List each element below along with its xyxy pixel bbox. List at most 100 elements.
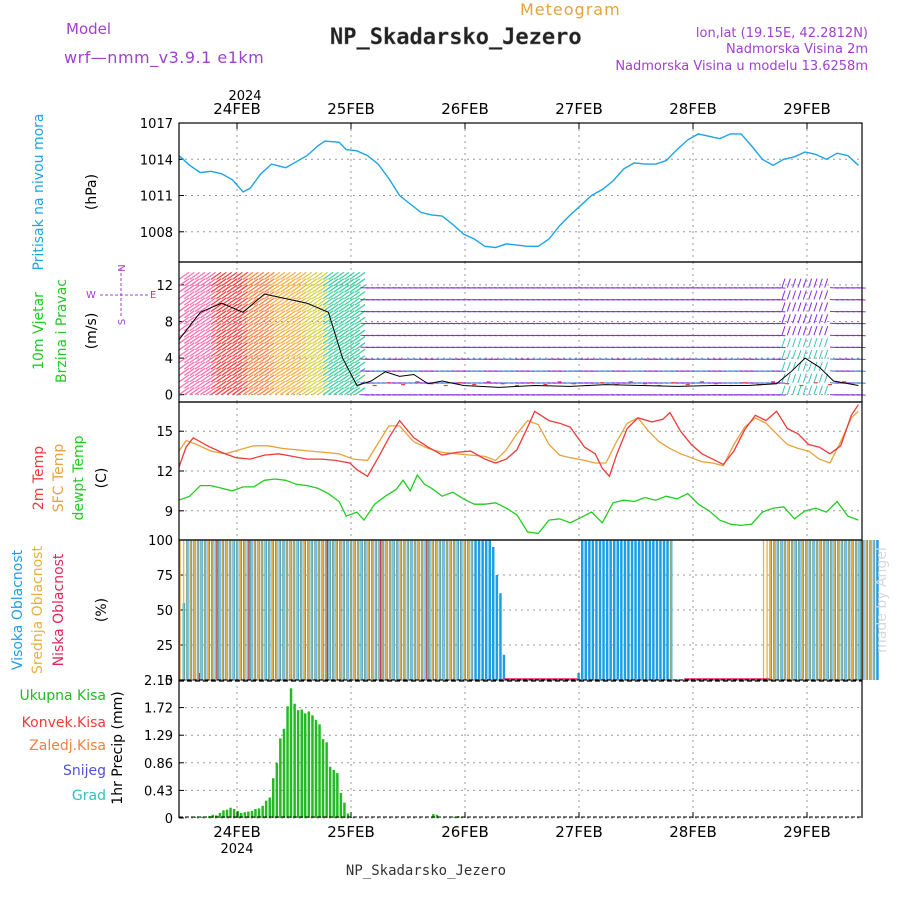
y-tick-label: 100 [148, 534, 173, 549]
wind-barb [258, 348, 270, 357]
wind-barb [226, 348, 238, 357]
wind-barb [231, 367, 243, 376]
wind-barb [215, 323, 227, 332]
wind-barb [280, 380, 291, 389]
wind-barb [344, 323, 355, 332]
cloud-bar-1 [802, 540, 804, 680]
precip-bar [193, 816, 197, 818]
wind-barb [802, 314, 807, 324]
cloud-bar-1 [827, 540, 829, 680]
wind-barb [792, 349, 797, 360]
wind-barb [178, 316, 190, 325]
wind-barb [328, 380, 339, 389]
compass-east: E [150, 290, 156, 301]
wind-barb [349, 329, 361, 338]
cloud-bar-0 [481, 540, 484, 680]
cloud-bar-0 [584, 540, 587, 680]
wind-barb [269, 278, 281, 287]
wind-barb [247, 380, 259, 389]
cloud-bar-1 [375, 540, 377, 680]
wind-barb [306, 348, 318, 357]
wind-barb [183, 380, 195, 389]
wind-barb [258, 310, 270, 319]
wind-barb [317, 355, 329, 364]
wind-barb [258, 278, 270, 287]
precip-bar [211, 814, 214, 818]
wind-barb [797, 373, 802, 383]
wind-barb [808, 290, 813, 300]
wind-barb [183, 342, 195, 351]
wind-barb [247, 303, 259, 312]
wind-barb [797, 314, 802, 324]
y-tick-label: 2.15 [144, 674, 173, 689]
cloud-bar-1 [186, 540, 188, 680]
wind-barb [226, 278, 238, 287]
wind-barb [210, 380, 222, 389]
cloud-bar-1 [855, 540, 857, 680]
wind-barb [818, 314, 823, 324]
wind-barb [301, 342, 313, 351]
wind-barb [328, 316, 339, 325]
wind-barb [215, 348, 227, 357]
cloud-bar-0 [502, 654, 506, 680]
wind-barb [285, 303, 297, 312]
wind-barb [333, 316, 345, 325]
cloud-bar-1 [190, 540, 192, 680]
wind-barb [199, 297, 211, 306]
wind-barb [210, 387, 222, 396]
cloud-bar-1 [425, 540, 427, 680]
cloud-bar-2 [216, 540, 218, 680]
wind-barb [354, 316, 366, 325]
cloud-bar-0 [662, 540, 666, 680]
wind-barb [194, 284, 206, 293]
wind-barb [349, 291, 361, 300]
wind-barb [338, 355, 350, 364]
cloud-bar-1 [272, 540, 274, 680]
wind-barb [258, 329, 270, 338]
wind-barb [312, 361, 323, 370]
wind-barb [285, 278, 297, 287]
wind-barb [189, 297, 201, 306]
cloud-bar-1 [794, 540, 797, 680]
wind-barb [285, 387, 297, 396]
wind-barb [301, 297, 313, 306]
wind-barb [226, 335, 238, 344]
wind-barb [258, 374, 270, 383]
cloud-bar-1 [442, 540, 445, 680]
compass-rose-icon: N S W E [86, 264, 156, 325]
wind-barb [786, 302, 791, 312]
wind-barb [253, 291, 265, 300]
wind-barb [210, 271, 222, 280]
wind-barb [226, 342, 238, 351]
cloud-bar-1 [834, 540, 836, 680]
wind-barb [269, 361, 281, 370]
precip-bar [282, 728, 286, 818]
precip-legend-label: Snijeg [63, 763, 106, 779]
cloud-bar-0 [477, 540, 481, 680]
wind-barb [242, 342, 254, 351]
wind-barb [253, 387, 265, 396]
wind-barb [247, 323, 259, 332]
wind-barb [247, 271, 259, 280]
panel-border [178, 122, 863, 263]
wind-barb [183, 335, 195, 344]
wind-barb [269, 297, 281, 306]
wind-barb [183, 361, 195, 370]
top-x-tick-label: 26FEB [441, 100, 488, 118]
wind-barb [349, 342, 361, 351]
wind-barb [328, 278, 339, 287]
cloud-bar-1 [321, 540, 324, 680]
wind-barb [285, 342, 297, 351]
bottom-year-label: 2024 [220, 842, 253, 857]
cloud-bar-1 [393, 540, 395, 680]
temperature-panel: 9 12 15 [156, 401, 863, 541]
cloud-bar-1 [446, 540, 448, 680]
wind-barb [215, 335, 227, 344]
wind-barb [221, 342, 233, 351]
wind-barb [290, 297, 302, 306]
wind-barb [221, 329, 233, 338]
precip-bar [275, 762, 279, 818]
wind-barb [258, 323, 270, 332]
wind-barb [338, 284, 350, 293]
wind-barb [189, 291, 201, 300]
